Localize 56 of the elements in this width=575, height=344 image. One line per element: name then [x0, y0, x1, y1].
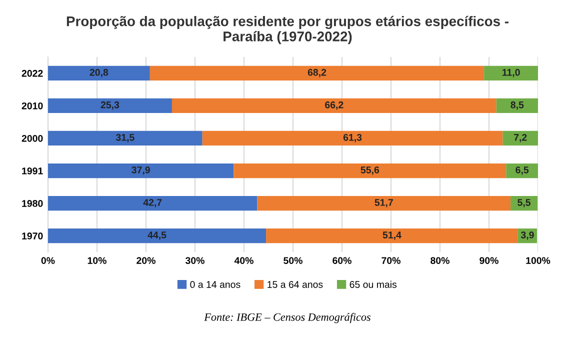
bar: [48, 163, 234, 178]
data-label: 5,5: [518, 199, 531, 208]
data-label: 51,4: [382, 232, 402, 240]
bar: [48, 66, 150, 80]
x-tick-label: 40%: [234, 257, 254, 264]
y-tick-label: 2000: [22, 134, 43, 142]
x-tick-label: 10%: [88, 257, 106, 264]
data-label: 68,2: [308, 68, 326, 78]
data-label: 51,7: [374, 199, 393, 208]
bar: [48, 228, 266, 244]
legend-label: 15 a 64 anos: [268, 281, 323, 288]
y-tick-label: 1991: [22, 167, 43, 174]
data-label: 37,9: [132, 166, 150, 175]
data-label: 6,5: [516, 166, 529, 175]
y-tick-label: 1970: [22, 232, 43, 240]
bar: [484, 66, 538, 80]
bar: [234, 163, 506, 178]
source-note: Fonte: IBGE – Censos Demográficos: [204, 312, 370, 324]
bar: [150, 66, 484, 80]
y-tick-label: 2010: [22, 102, 43, 110]
data-label: 7,2: [514, 134, 527, 142]
data-label: 55,6: [360, 166, 380, 175]
data-label: 66,2: [325, 101, 344, 110]
data-label: 11,0: [502, 68, 520, 78]
data-label: 61,3: [343, 134, 362, 142]
x-tick-label: 100%: [526, 257, 550, 264]
data-label: 25,3: [100, 101, 120, 110]
x-tick-label: 90%: [480, 257, 498, 264]
bar: [172, 98, 496, 114]
bar: [202, 130, 503, 146]
x-tick-label: 80%: [430, 257, 450, 264]
x-tick-label: 20%: [136, 257, 156, 264]
data-label: 44,5: [148, 232, 166, 240]
bar: [48, 130, 202, 146]
y-tick-label: 1980: [22, 200, 43, 207]
x-tick-label: 60%: [332, 257, 352, 264]
bar: [506, 163, 538, 178]
data-label: 42,7: [143, 199, 162, 208]
data-label: 3,9: [520, 232, 534, 240]
bar: [257, 196, 511, 211]
bar: [496, 98, 538, 114]
legend-label: 0 a 14 anos: [190, 281, 240, 288]
data-label: 8,5: [510, 101, 524, 110]
bar: [48, 98, 172, 114]
data-label: 20,8: [90, 68, 108, 78]
y-tick-label: 2022: [22, 70, 43, 77]
chart-title: Proporção da população residente por grupos etários específicos - Paraíba (1970-2022): [66, 16, 508, 44]
bar: [502, 130, 538, 146]
data-label: 31,5: [116, 134, 134, 142]
x-tick-label: 30%: [185, 257, 204, 264]
x-tick-label: 70%: [382, 257, 400, 264]
bar: [48, 196, 258, 211]
bar: [266, 228, 518, 244]
x-tick-label: 0%: [41, 257, 55, 264]
x-tick-label: 50%: [284, 257, 302, 264]
legend-label: 65 ou mais: [350, 280, 397, 288]
